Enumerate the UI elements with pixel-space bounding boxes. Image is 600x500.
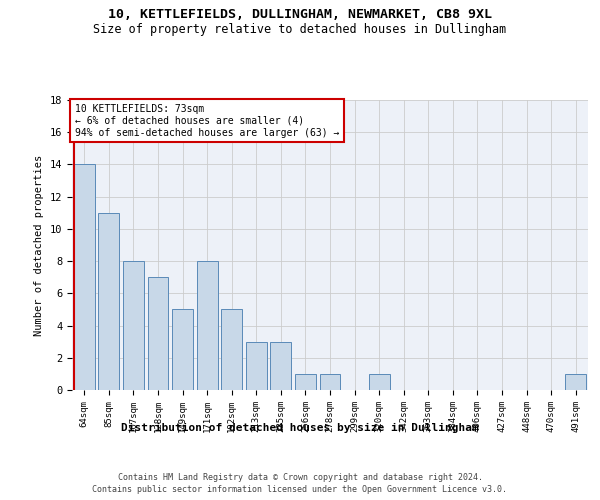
Text: Size of property relative to detached houses in Dullingham: Size of property relative to detached ho…	[94, 22, 506, 36]
Bar	[565, 374, 586, 390]
Text: 10, KETTLEFIELDS, DULLINGHAM, NEWMARKET, CB8 9XL: 10, KETTLEFIELDS, DULLINGHAM, NEWMARKET,…	[108, 8, 492, 20]
Bar	[197, 261, 218, 390]
Bar	[271, 342, 292, 390]
Y-axis label: Number of detached properties: Number of detached properties	[34, 154, 44, 336]
Text: Distribution of detached houses by size in Dullingham: Distribution of detached houses by size …	[121, 422, 479, 432]
Bar	[74, 164, 95, 390]
Bar	[368, 374, 389, 390]
Bar	[246, 342, 267, 390]
Bar	[123, 261, 144, 390]
Bar	[148, 277, 169, 390]
Text: Contains HM Land Registry data © Crown copyright and database right 2024.: Contains HM Land Registry data © Crown c…	[118, 472, 482, 482]
Bar	[295, 374, 316, 390]
Bar	[98, 213, 119, 390]
Text: Contains public sector information licensed under the Open Government Licence v3: Contains public sector information licen…	[92, 485, 508, 494]
Bar	[320, 374, 340, 390]
Bar	[172, 310, 193, 390]
Text: 10 KETTLEFIELDS: 73sqm
← 6% of detached houses are smaller (4)
94% of semi-detac: 10 KETTLEFIELDS: 73sqm ← 6% of detached …	[74, 104, 339, 138]
Bar	[221, 310, 242, 390]
